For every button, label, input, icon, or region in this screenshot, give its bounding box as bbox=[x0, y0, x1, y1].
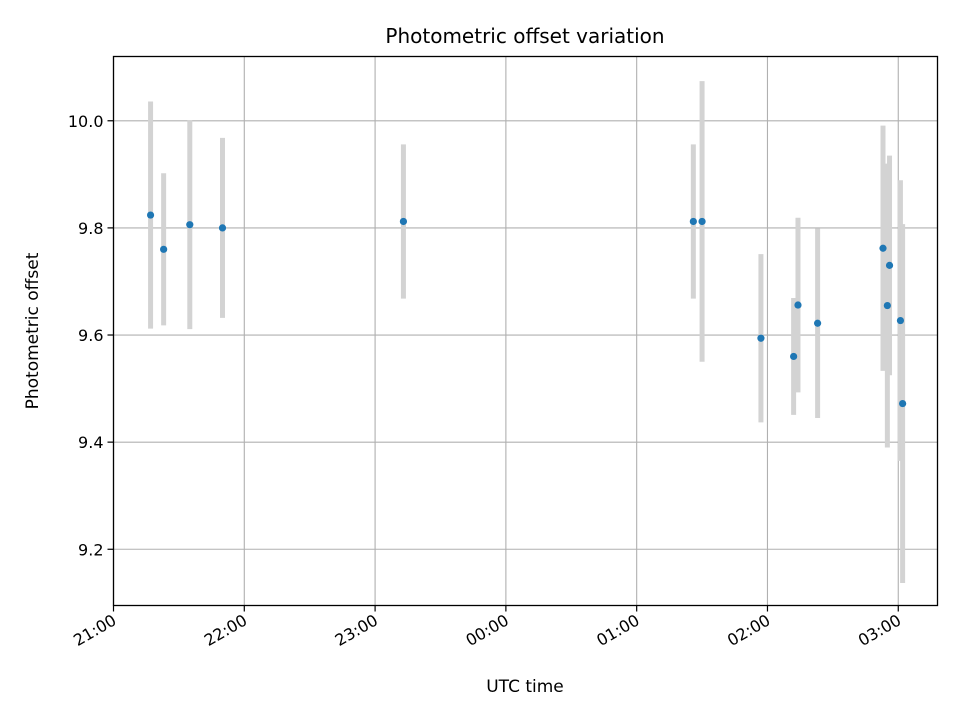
data-point bbox=[883, 301, 891, 310]
chart-title: Photometric offset variation bbox=[385, 24, 664, 48]
y-axis-ticks: 9.2 9.4 9.6 9.8 10.0 bbox=[68, 112, 114, 559]
x-tick-label: 21:00 bbox=[70, 611, 119, 651]
data-point bbox=[689, 217, 697, 226]
y-tick-label: 9.6 bbox=[78, 326, 103, 345]
data-point bbox=[814, 319, 822, 327]
data-point bbox=[790, 352, 798, 361]
grid-lines bbox=[112, 56, 938, 606]
data-point bbox=[885, 261, 894, 269]
data-point bbox=[160, 245, 168, 253]
x-tick-label: 02:00 bbox=[724, 611, 773, 651]
data-point bbox=[879, 244, 887, 252]
error-bars bbox=[148, 81, 906, 584]
plot-frame bbox=[112, 55, 939, 607]
y-tick-label: 9.8 bbox=[78, 219, 103, 238]
data-point bbox=[146, 211, 155, 219]
data-point bbox=[186, 221, 194, 229]
data-markers bbox=[146, 211, 907, 408]
x-tick-label: 22:00 bbox=[201, 611, 250, 651]
x-tick-label: 23:00 bbox=[332, 611, 381, 651]
y-tick-label: 9.2 bbox=[78, 540, 103, 559]
y-tick-label: 10.0 bbox=[68, 112, 104, 131]
x-tick-label: 03:00 bbox=[855, 611, 904, 651]
x-axis-ticks: 21:00 22:00 23:00 00:00 01:00 02:00 03:00 bbox=[70, 605, 904, 651]
y-tick-label: 9.4 bbox=[78, 433, 103, 452]
x-axis-label: UTC time bbox=[486, 677, 564, 697]
data-point bbox=[399, 217, 408, 226]
y-axis-label: Photometric offset bbox=[23, 252, 43, 409]
data-point bbox=[794, 301, 802, 309]
data-point bbox=[757, 334, 765, 342]
data-point bbox=[218, 224, 227, 232]
x-tick-label: 01:00 bbox=[593, 611, 642, 651]
x-tick-label: 00:00 bbox=[462, 611, 511, 651]
data-point bbox=[899, 399, 907, 408]
data-point bbox=[698, 217, 706, 226]
data-point bbox=[896, 316, 905, 325]
